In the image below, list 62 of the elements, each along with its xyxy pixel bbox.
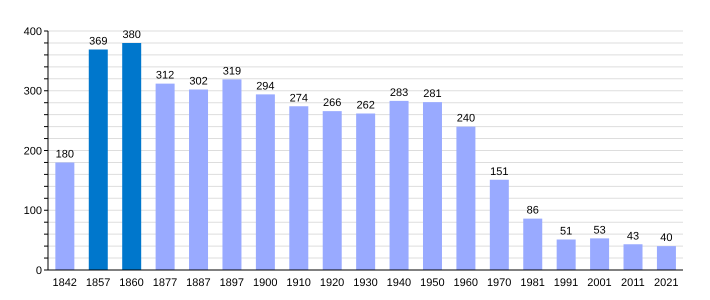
data-label: 312	[156, 70, 174, 82]
bar	[122, 42, 142, 270]
y-tick-label: 200	[24, 145, 42, 158]
x-tick-label: 1970	[486, 276, 512, 289]
bar	[390, 100, 409, 270]
bar	[490, 180, 509, 270]
data-label: 369	[89, 36, 108, 48]
data-label: 274	[290, 92, 308, 104]
y-tick-label: 300	[24, 86, 42, 98]
bar	[322, 111, 342, 270]
x-tick-label: 1842	[52, 276, 77, 289]
y-tick-label: 100	[24, 205, 42, 218]
bar	[523, 218, 542, 270]
data-label: 86	[526, 204, 539, 217]
x-tick-label: 1877	[152, 276, 178, 289]
bar	[88, 50, 108, 270]
bar	[156, 84, 175, 270]
data-label: 266	[323, 97, 342, 110]
data-label: 180	[56, 148, 74, 160]
data-label: 240	[456, 112, 476, 125]
bar	[256, 94, 275, 270]
data-label: 262	[356, 99, 375, 112]
x-tick-label: 1930	[353, 276, 378, 289]
bar	[590, 238, 610, 270]
x-tick-label: 1991	[554, 276, 578, 289]
bar	[222, 79, 242, 270]
bar	[356, 113, 376, 270]
bar	[456, 126, 476, 270]
data-label: 281	[423, 88, 442, 100]
data-label: 380	[122, 28, 141, 41]
bar	[556, 240, 576, 270]
x-tick-label: 1950	[420, 276, 445, 289]
x-tick-label: 1981	[520, 276, 545, 289]
x-tick-label: 1900	[252, 276, 278, 289]
data-label: 294	[256, 80, 275, 92]
x-tick-label: 2011	[621, 276, 645, 289]
bar	[656, 246, 676, 270]
x-tick-label: 1910	[286, 276, 311, 289]
data-label: 53	[593, 224, 606, 236]
x-tick-label: 2021	[654, 276, 679, 289]
x-tick-label: 1857	[86, 276, 110, 289]
bar	[55, 162, 74, 270]
x-tick-label: 1920	[320, 276, 344, 289]
bar	[624, 244, 643, 270]
data-label: 40	[660, 232, 673, 244]
data-label: 51	[560, 226, 572, 238]
x-tick-label: 1860	[119, 276, 144, 289]
x-tick-label: 2001	[587, 276, 612, 289]
data-label: 283	[390, 86, 408, 99]
bar	[289, 106, 308, 270]
x-tick-label: 1940	[386, 276, 412, 289]
bar	[422, 102, 442, 270]
y-tick-label: 0	[36, 264, 42, 277]
data-label: 319	[222, 65, 242, 78]
y-tick-label: 400	[24, 26, 42, 38]
x-tick-label: 1887	[186, 276, 211, 289]
x-tick-label: 1960	[454, 276, 478, 289]
x-tick-label: 1897	[220, 276, 244, 289]
data-label: 43	[626, 230, 640, 242]
data-label: 151	[490, 166, 509, 178]
data-label: 302	[189, 76, 208, 88]
bar	[189, 90, 208, 270]
